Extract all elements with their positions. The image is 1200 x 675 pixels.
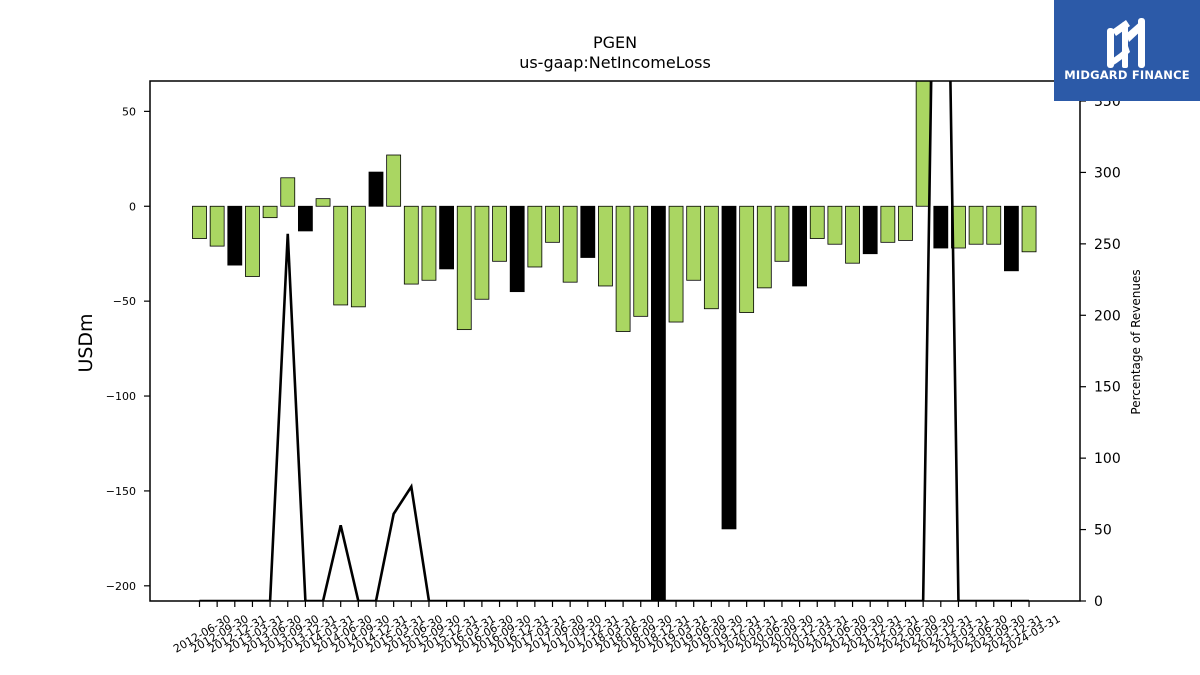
bar-2022-06-30 (898, 205, 913, 241)
bar-2023-06-30 (968, 205, 984, 245)
bar-2021-12-31 (862, 205, 878, 255)
y-tick-label: 50 (122, 105, 136, 118)
y2-tick-label: 50 (1094, 523, 1112, 539)
percentage-line (199, 81, 1030, 601)
chart-subtitle: us-gaap:NetIncomeLoss (519, 53, 711, 72)
bar-2019-06-30 (686, 205, 702, 281)
y-tick-label: −200 (106, 580, 136, 593)
bar-2012-06-30 (192, 205, 207, 239)
bar-2017-03-31 (527, 205, 543, 268)
y-axis-label: USDm (75, 313, 97, 372)
bar-2015-03-31 (386, 154, 402, 207)
y-axis: 50 0 −50 −100 −150 −200 (106, 105, 150, 593)
bar-2020-09-30 (774, 205, 790, 262)
bar-2013-12-31 (297, 205, 313, 232)
y-tick-label: −50 (113, 295, 136, 308)
y-tick-label: −100 (106, 390, 136, 403)
line-layer (199, 81, 1030, 601)
bar-2013-06-30 (262, 205, 278, 219)
bar-2020-06-30 (756, 205, 772, 289)
bar-2016-12-31 (509, 205, 525, 293)
y2-tick-label: 100 (1094, 451, 1121, 467)
bar-2015-06-30 (403, 205, 419, 285)
bar-2020-03-31 (739, 205, 755, 313)
bar-2013-09-30 (280, 177, 296, 207)
bar-2023-12-31 (1004, 205, 1019, 272)
bar-2021-06-30 (827, 205, 843, 245)
bar-2022-12-31 (933, 205, 949, 249)
bar-2018-03-31 (598, 205, 613, 287)
y2-axis-label: Percentage of Revenues (1129, 269, 1143, 414)
bar-2019-12-31 (721, 205, 737, 530)
bar-2017-12-31 (580, 205, 596, 258)
bar-2019-09-30 (703, 205, 719, 310)
bar-2012-09-30 (209, 205, 225, 247)
y-tick-label: −150 (106, 485, 136, 498)
bar-2019-03-31 (668, 205, 684, 323)
bar-2014-12-31 (368, 171, 384, 207)
bar-2022-09-30 (915, 81, 931, 207)
bar-2018-09-30 (633, 205, 649, 317)
bar-2021-09-30 (845, 205, 860, 264)
bar-2016-09-30 (492, 205, 507, 262)
bar-2023-09-30 (986, 205, 1002, 245)
bar-2015-12-31 (439, 205, 455, 270)
bar-2017-06-30 (545, 205, 560, 243)
y2-tick-label: 300 (1094, 165, 1121, 181)
bar-2016-03-31 (456, 205, 472, 331)
bar-2014-03-31 (315, 198, 331, 207)
bar-2020-12-31 (792, 205, 807, 287)
y-tick-label: 0 (129, 200, 136, 213)
y2-tick-label: 250 (1094, 237, 1121, 253)
bar-2012-12-31 (227, 205, 243, 266)
bar-2015-09-30 (421, 205, 437, 281)
bar-2017-09-30 (562, 205, 578, 283)
bar-2014-09-30 (350, 205, 366, 308)
bar-2022-03-31 (880, 205, 896, 243)
bar-2021-03-31 (809, 205, 825, 239)
bar-2018-12-31 (651, 205, 666, 601)
y2-tick-label: 200 (1094, 308, 1121, 324)
y2-tick-label: 0 (1094, 594, 1103, 610)
bar-2014-06-30 (333, 205, 349, 306)
brand-name: MIDGARD FINANCE (1064, 68, 1190, 82)
bar-2018-06-30 (615, 205, 631, 332)
chart-title: PGEN (593, 33, 637, 52)
brand-logo: MIDGARD FINANCE (1054, 0, 1200, 101)
y2-tick-label: 150 (1094, 380, 1121, 396)
bars-layer (192, 81, 1037, 601)
bar-2016-06-30 (474, 205, 490, 300)
bar-2024-03-31 (1021, 205, 1037, 253)
x-axis: 2012-06-302012-09-302012-12-312013-03-31… (171, 601, 1063, 656)
bar-2013-03-31 (245, 205, 260, 277)
plot-frame (149, 80, 1081, 602)
midgard-logo-icon (1107, 18, 1145, 68)
